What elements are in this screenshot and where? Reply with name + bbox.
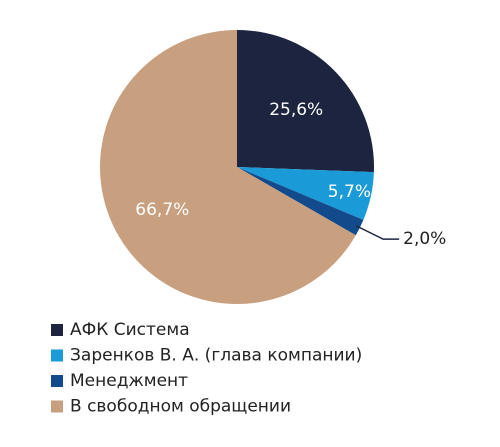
data-label: 66,7%: [135, 200, 189, 220]
data-label: 2,0%: [403, 229, 446, 249]
legend-label: АФК Система: [70, 320, 190, 340]
data-label: 5,7%: [328, 182, 371, 202]
legend-swatch: [51, 400, 63, 413]
leader-line: [355, 225, 400, 240]
legend-label: Заренков В. А. (глава компании): [70, 346, 362, 366]
data-label: 25,6%: [269, 100, 323, 120]
pie-slice: [237, 167, 364, 236]
legend-swatch: [51, 349, 63, 362]
pie-slice: [100, 30, 356, 304]
legend-swatch: [51, 375, 63, 387]
legend-swatch: [51, 324, 63, 336]
legend-label: Менеджмент: [70, 371, 188, 391]
pie-slice: [237, 30, 374, 173]
pie-slice: [237, 167, 374, 220]
legend-label: В свободном обращении: [70, 397, 291, 417]
